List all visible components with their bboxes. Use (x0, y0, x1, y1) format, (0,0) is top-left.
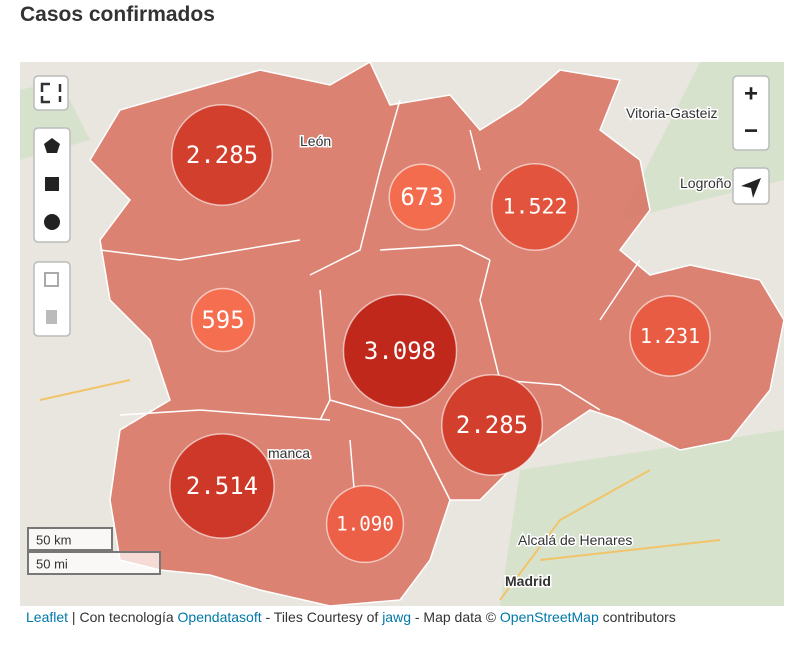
cluster-bubble[interactable] (629, 295, 711, 377)
cluster-bubble[interactable] (169, 433, 275, 539)
cluster-bubble[interactable] (342, 293, 458, 409)
place-label: Logroño (680, 175, 732, 191)
zoom-in[interactable]: + (744, 81, 758, 108)
attribution-text: - Map data © (410, 609, 500, 625)
roads (39, 379, 721, 601)
attribution-text: | Con tecnología (68, 609, 178, 625)
cluster-label: 1.522 (502, 195, 567, 220)
title: Casos confirmados (20, 3, 215, 26)
fullscreen-icon (40, 82, 62, 104)
place-label: Vitoria-Gasteiz (626, 105, 718, 121)
place-label: Madrid (505, 573, 551, 589)
place-label: manca (268, 445, 310, 461)
cluster-bubble[interactable] (190, 287, 256, 353)
cluster-label: 1.231 (640, 324, 700, 348)
opendatasoft-link[interactable]: Opendatasoft (177, 609, 262, 625)
cluster-label: 673 (400, 183, 443, 211)
scale-mi (27, 551, 161, 575)
attribution: Leaflet | Con tecnología Opendatasoft - … (26, 606, 766, 628)
cluster-bubble[interactable] (491, 163, 579, 251)
leaflet-link[interactable]: Leaflet (26, 609, 69, 625)
map[interactable]: León Vitoria-Gasteiz Logroño manca Alcalá de… (20, 62, 784, 606)
cluster-bubble[interactable] (325, 484, 405, 564)
attribution-text: contributors (598, 609, 676, 625)
cluster-bubble[interactable] (441, 374, 543, 476)
osm-link[interactable]: OpenStreetMap (499, 609, 599, 625)
jawg-link[interactable]: jawg (382, 609, 411, 625)
delete-tool[interactable] (46, 310, 57, 324)
edit-toolbar (33, 261, 71, 337)
zoom-out[interactable]: − (744, 118, 758, 145)
cluster-label: 595 (201, 306, 244, 334)
scale-km (27, 527, 113, 551)
locate-icon (741, 178, 761, 198)
scale-km-label: 50 km (36, 533, 71, 548)
cluster-label: 3.098 (364, 337, 436, 365)
cluster-label: 1.090 (336, 513, 394, 536)
circle-tool[interactable] (44, 214, 60, 230)
zoom-control (732, 75, 770, 151)
rectangle-tool[interactable] (45, 177, 59, 191)
cluster-bubble[interactable] (388, 163, 456, 231)
place-label: Alcalá de Henares (518, 532, 632, 548)
edit-tool[interactable] (44, 272, 59, 287)
cluster-label: 2.514 (186, 472, 258, 500)
cluster-label: 2.285 (186, 141, 258, 169)
cluster-bubble[interactable] (171, 104, 273, 206)
attribution-text: - Tiles Courtesy of (261, 609, 383, 625)
fullscreen-button[interactable] (33, 75, 69, 111)
polygon-tool[interactable] (44, 138, 60, 153)
terrain (20, 62, 784, 606)
cluster-label: 2.285 (456, 411, 528, 439)
place-label: León (300, 133, 331, 149)
scale-mi-label: 50 mi (36, 557, 68, 572)
